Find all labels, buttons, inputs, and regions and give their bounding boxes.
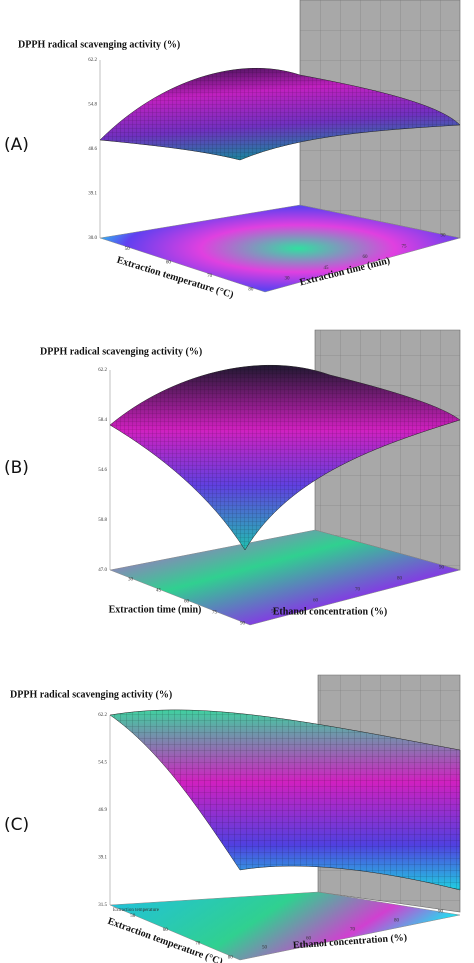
right-tick-label: 70 [355, 588, 361, 593]
z-tick-label: 31.5 [98, 903, 107, 908]
z-tick-label: 39.1 [88, 192, 97, 197]
right-tick-label: 90 [438, 910, 444, 915]
right-tick-label: 50 [262, 946, 268, 951]
axis-label: Ethanol concentration (%) [273, 606, 387, 617]
left-tick-label: 80 [228, 955, 234, 960]
left-tick-label: 90 [240, 622, 246, 627]
surface-mesh [109, 709, 461, 891]
left-tick-label: 60 [163, 928, 169, 933]
right-tick-label: 75 [402, 244, 408, 249]
axis-label: Extraction time (min) [109, 604, 202, 615]
right-tick-label: 80 [394, 919, 400, 924]
left-tick-label: 70 [207, 274, 213, 279]
z-tick-label: 47.0 [98, 568, 107, 573]
right-tick-label: 30 [285, 277, 291, 282]
z-tick-label: 62.2 [98, 368, 107, 373]
left-tick-label: 60 [184, 600, 190, 605]
z-tick-label: 50.8 [98, 518, 107, 523]
right-tick-label: 60 [313, 599, 319, 604]
surface-mesh [99, 68, 461, 161]
z-tick-label: 46.9 [98, 808, 107, 813]
contour-floor [109, 891, 461, 961]
panel: DPPH radical scavenging activity (%) (B) 4… [4, 329, 461, 627]
figure-title: DPPH radical scavenging activity (%) [18, 39, 180, 50]
surface-mesh [109, 364, 461, 551]
right-tick-label: 90 [441, 234, 447, 239]
figure-title: DPPH radical scavenging activity (%) [10, 689, 172, 700]
right-tick-label: 90 [439, 566, 445, 571]
left-tick-label: 50 [130, 914, 136, 919]
z-tick-label: 58.4 [98, 418, 107, 423]
right-tick-label: 60 [306, 937, 312, 942]
right-tick-label: 45 [324, 266, 330, 271]
contour-floor [99, 204, 461, 293]
z-tick-label: 48.6 [88, 147, 97, 152]
z-tick-label: 54.5 [98, 761, 107, 766]
panel-label: (A) [4, 135, 29, 155]
right-tick-label: 50 [271, 610, 277, 615]
z-tick-label: 62.2 [88, 58, 97, 63]
left-tick-label: 75 [212, 611, 218, 616]
z-tick-label: 54.6 [98, 468, 107, 473]
z-tick-label: 30.0 [88, 236, 97, 241]
z-tick-label: 54.8 [88, 103, 97, 108]
panel: DPPH radical scavenging activity (%) (C) 3… [4, 674, 461, 963]
left-tick-label: 45 [156, 589, 162, 594]
z-tick-label: 39.1 [98, 856, 107, 861]
right-tick-label: 70 [350, 928, 356, 933]
right-tick-label: 80 [397, 577, 403, 582]
panel-label: (B) [4, 458, 29, 478]
figure-title: DPPH radical scavenging activity (%) [40, 346, 202, 357]
floor-note: Extraction temperature [113, 908, 160, 913]
z-tick-label: 62.2 [98, 713, 107, 718]
panel-label: (C) [4, 815, 29, 835]
left-tick-label: 70 [195, 942, 201, 947]
left-tick-label: 50 [125, 247, 131, 252]
right-tick-label: 60 [363, 255, 369, 260]
panel: DPPH radical scavenging activity (%) (A) 3… [4, 0, 461, 301]
left-tick-label: 60 [166, 260, 172, 265]
left-tick-label: 30 [128, 578, 134, 583]
left-tick-label: 80 [248, 287, 254, 292]
